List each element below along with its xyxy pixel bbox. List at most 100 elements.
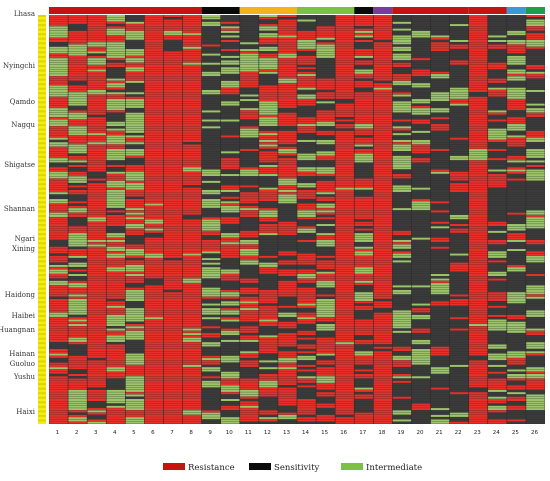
heatmap-cell xyxy=(488,174,507,177)
heatmap-cell xyxy=(201,330,221,333)
heatmap-cell xyxy=(430,285,450,288)
heatmap-cell xyxy=(297,119,316,122)
heatmap-cell xyxy=(278,21,297,24)
heatmap-cell xyxy=(125,153,145,156)
heatmap-cell xyxy=(220,187,240,190)
heatmap-cell xyxy=(526,326,545,329)
heatmap-cell xyxy=(468,169,488,172)
region-label: Shannan xyxy=(4,205,36,213)
heatmap-cell xyxy=(430,187,450,190)
heatmap-cell xyxy=(526,335,545,338)
heatmap-cell xyxy=(68,264,87,267)
heatmap-cell xyxy=(392,235,412,238)
heatmap-cell xyxy=(335,33,354,36)
heatmap-cell xyxy=(430,69,450,72)
heatmap-cell xyxy=(240,253,259,256)
heatmap-cell xyxy=(373,324,393,327)
heatmap-cell xyxy=(201,153,221,156)
heatmap-cell xyxy=(373,58,393,61)
heatmap-cell xyxy=(507,339,526,342)
heatmap-cell xyxy=(278,94,297,97)
heatmap-cell xyxy=(163,169,183,172)
heatmap-cell xyxy=(278,244,297,247)
heatmap-cell xyxy=(125,394,145,397)
heatmap-cell xyxy=(373,151,393,154)
region-strip-band xyxy=(38,69,46,72)
heatmap-cell xyxy=(354,178,374,181)
heatmap-cell xyxy=(488,15,507,17)
region-strip-band xyxy=(38,337,46,340)
heatmap-cell xyxy=(335,164,354,167)
heatmap-cell xyxy=(240,69,259,72)
heatmap-cell xyxy=(87,376,106,379)
heatmap-cell xyxy=(163,196,183,199)
heatmap-cell xyxy=(163,130,183,133)
heatmap-cell xyxy=(163,119,183,122)
heatmap-cell xyxy=(507,321,526,324)
heatmap-cell xyxy=(449,126,469,129)
heatmap-cell xyxy=(354,196,374,199)
heatmap-cell xyxy=(68,205,87,208)
heatmap-cell xyxy=(526,189,545,192)
heatmap-cell xyxy=(259,364,278,367)
heatmap-cell xyxy=(526,353,545,356)
heatmap-cell xyxy=(468,67,488,70)
heatmap-cell xyxy=(87,317,106,320)
heatmap-cell xyxy=(125,401,145,404)
heatmap-cell xyxy=(488,280,507,283)
heatmap-cell xyxy=(449,242,469,245)
heatmap-cell xyxy=(411,162,431,165)
heatmap-cell xyxy=(335,337,354,340)
region-strip-band xyxy=(38,346,46,349)
heatmap-cell xyxy=(201,19,221,22)
heatmap-cell xyxy=(201,21,221,24)
heatmap-cell xyxy=(240,64,259,67)
heatmap-cell xyxy=(335,192,354,195)
heatmap-cell xyxy=(373,394,393,397)
heatmap-cell xyxy=(220,67,240,70)
heatmap-cell xyxy=(220,151,240,154)
heatmap-cell xyxy=(125,228,145,231)
heatmap-cell xyxy=(163,21,183,24)
heatmap-cell xyxy=(220,369,240,372)
heatmap-cell xyxy=(106,353,126,356)
heatmap-cell xyxy=(240,392,259,395)
heatmap-cell xyxy=(278,369,297,372)
heatmap-cell xyxy=(411,205,431,208)
heatmap-cell xyxy=(201,412,221,415)
heatmap-cell xyxy=(68,276,87,279)
heatmap-cell xyxy=(220,119,240,122)
heatmap-cell xyxy=(68,385,87,388)
heatmap-cell xyxy=(468,260,488,263)
heatmap-cell xyxy=(373,326,393,329)
heatmap-cell xyxy=(392,337,412,340)
heatmap-cell xyxy=(87,280,106,283)
heatmap-cell xyxy=(259,119,278,122)
heatmap-cell xyxy=(297,78,316,81)
heatmap-cell xyxy=(335,330,354,333)
heatmap-cell xyxy=(144,160,164,163)
heatmap-cell xyxy=(526,28,545,31)
heatmap-cell xyxy=(68,258,87,261)
heatmap-cell xyxy=(335,380,354,383)
heatmap-cell xyxy=(411,189,431,192)
heatmap-cell xyxy=(373,124,393,127)
heatmap-cell xyxy=(411,419,431,422)
heatmap-cell xyxy=(220,280,240,283)
heatmap-cell xyxy=(335,49,354,52)
heatmap-cell xyxy=(507,417,526,420)
heatmap-cell xyxy=(201,328,221,331)
heatmap-cell xyxy=(68,344,87,347)
heatmap-cell xyxy=(430,246,450,249)
heatmap-cell xyxy=(278,235,297,238)
heatmap-cell xyxy=(449,42,469,45)
heatmap-cell xyxy=(87,99,106,102)
heatmap-cell xyxy=(163,385,183,388)
heatmap-cell xyxy=(240,310,259,313)
heatmap-cell xyxy=(144,167,164,170)
heatmap-cell xyxy=(240,385,259,388)
heatmap-cell xyxy=(449,174,469,177)
heatmap-cell xyxy=(297,183,316,186)
heatmap-cell xyxy=(278,412,297,415)
heatmap-cell xyxy=(411,267,431,270)
